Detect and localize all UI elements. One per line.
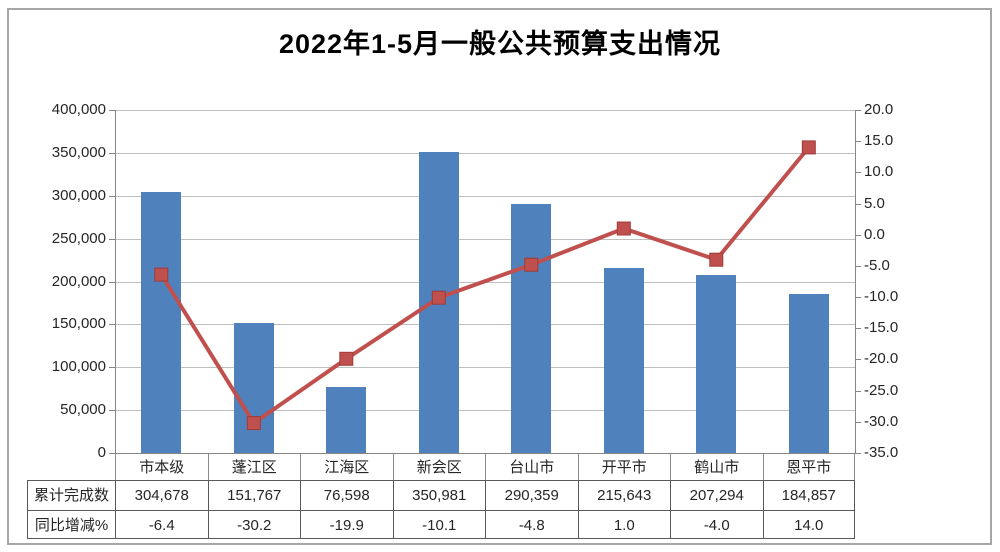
right-axis-tick (855, 234, 861, 236)
line-marker-开平市 (616, 221, 631, 236)
table-cell-同比增减%-蓬江区: -30.2 (207, 510, 300, 539)
left-axis-tick (109, 152, 115, 154)
left-axis-tick-label: 350,000 (51, 143, 106, 161)
line-series-layer (154, 140, 816, 431)
category-cell-市本级: 市本级 (115, 454, 208, 481)
right-axis-tick (855, 328, 861, 330)
line-marker-台山市 (524, 257, 539, 272)
left-axis-tick-label: 250,000 (51, 229, 106, 247)
table-cell-同比增减%-恩平市: 14.0 (762, 510, 855, 539)
y-axis-left-line (115, 110, 116, 453)
chart-outer-border (7, 8, 992, 545)
line-marker-江海区 (339, 351, 354, 366)
right-axis-tick-label: 20.0 (864, 101, 894, 118)
gridline (115, 324, 855, 326)
left-axis-tick-label: 150,000 (51, 315, 106, 333)
table-cell-同比增减%-市本级: -6.4 (115, 510, 208, 539)
left-axis-tick-label: 100,000 (51, 358, 106, 376)
right-axis-tick (855, 390, 861, 392)
left-axis-tick-label: 400,000 (51, 101, 106, 118)
right-axis-tick-label: 15.0 (864, 132, 894, 150)
gridline (115, 367, 855, 369)
table-cell-同比增减%-鹤山市: -4.0 (670, 510, 763, 539)
category-cell-江海区: 江海区 (300, 454, 393, 481)
right-axis-tick-label: 5.0 (864, 194, 885, 212)
right-axis-tick-label: -15.0 (864, 319, 899, 337)
line-marker-新会区 (431, 290, 446, 305)
y-axis-right-line (855, 110, 856, 453)
right-axis-tick-label: -5.0 (864, 256, 890, 274)
right-axis-tick-label: -25.0 (864, 381, 899, 399)
line-marker-市本级 (154, 267, 169, 282)
table-cell-累计完成数-恩平市: 184,857 (762, 480, 855, 510)
right-axis-tick (855, 141, 861, 143)
gridline (115, 110, 855, 111)
chart-title: 2022年1-5月一般公共预算支出情况 (278, 29, 722, 59)
right-axis-tick (855, 359, 861, 361)
gridline (115, 238, 855, 240)
category-cell-开平市: 开平市 (577, 454, 671, 481)
right-axis-tick (855, 110, 861, 111)
table-cell-累计完成数-开平市: 215,643 (577, 480, 670, 510)
table-cell-累计完成数-江海区: 76,598 (300, 480, 393, 510)
line-marker-蓬江区 (246, 416, 261, 431)
bar-恩平市 (788, 294, 829, 453)
gridline (115, 410, 855, 412)
right-axis-tick (855, 265, 861, 267)
table-cell-累计完成数-新会区: 350,981 (392, 480, 485, 510)
bar-江海区 (326, 387, 367, 453)
right-axis-tick (855, 172, 861, 174)
category-cell-恩平市: 恩平市 (762, 454, 855, 481)
table-cell-累计完成数-鹤山市: 207,294 (670, 480, 763, 510)
table-cell-同比增减%-台山市: -4.8 (485, 510, 578, 539)
row-header-同比增减%: 同比增减% (27, 510, 115, 539)
right-axis-tick-label: 0.0 (864, 225, 885, 243)
right-axis-tick (855, 453, 861, 454)
table-cell-累计完成数-市本级: 304,678 (115, 480, 208, 510)
table-cell-同比增减%-开平市: 1.0 (577, 510, 670, 539)
left-axis-tick-label: 300,000 (51, 186, 106, 204)
category-cell-蓬江区: 蓬江区 (207, 454, 301, 481)
right-axis-tick-label: 10.0 (864, 163, 894, 181)
category-cell-台山市: 台山市 (485, 454, 578, 481)
bar-开平市 (603, 268, 644, 453)
row-header-累计完成数: 累计完成数 (27, 480, 115, 510)
left-axis-tick (109, 367, 115, 369)
category-cell-鹤山市: 鹤山市 (670, 454, 763, 481)
left-axis-tick (109, 195, 115, 197)
left-axis-tick (109, 324, 115, 326)
right-axis-tick (855, 203, 861, 205)
gridline (115, 152, 855, 154)
trend-line (159, 146, 811, 426)
bar-蓬江区 (233, 322, 274, 453)
category-cell-新会区: 新会区 (392, 454, 486, 481)
table-cell-累计完成数-台山市: 290,359 (485, 480, 578, 510)
left-axis-tick (109, 110, 115, 111)
right-axis-tick-label: -10.0 (864, 288, 899, 306)
left-axis-tick (109, 281, 115, 283)
right-axis-tick (855, 297, 861, 299)
left-axis-tick (109, 453, 115, 454)
left-axis-tick (109, 238, 115, 240)
bar-鹤山市 (696, 275, 737, 453)
right-axis-tick-label: -20.0 (864, 350, 899, 368)
left-axis-tick (109, 410, 115, 412)
table-cell-累计完成数-蓬江区: 151,767 (207, 480, 300, 510)
gridline (115, 195, 855, 197)
bar-市本级 (141, 191, 182, 453)
line-marker-恩平市 (801, 140, 816, 155)
left-axis-tick-label: 200,000 (51, 272, 106, 290)
line-marker-鹤山市 (709, 252, 724, 267)
bar-台山市 (511, 204, 552, 453)
right-axis-tick-label: -35.0 (864, 444, 899, 461)
left-axis-tick-label: 0 (97, 444, 106, 461)
right-axis-tick-label: -30.0 (864, 412, 899, 430)
right-axis-tick (855, 421, 861, 423)
left-axis-tick-label: 50,000 (60, 401, 106, 419)
table-cell-同比增减%-江海区: -19.9 (300, 510, 393, 539)
x-axis-line (115, 453, 856, 454)
table-cell-同比增减%-新会区: -10.1 (392, 510, 485, 539)
